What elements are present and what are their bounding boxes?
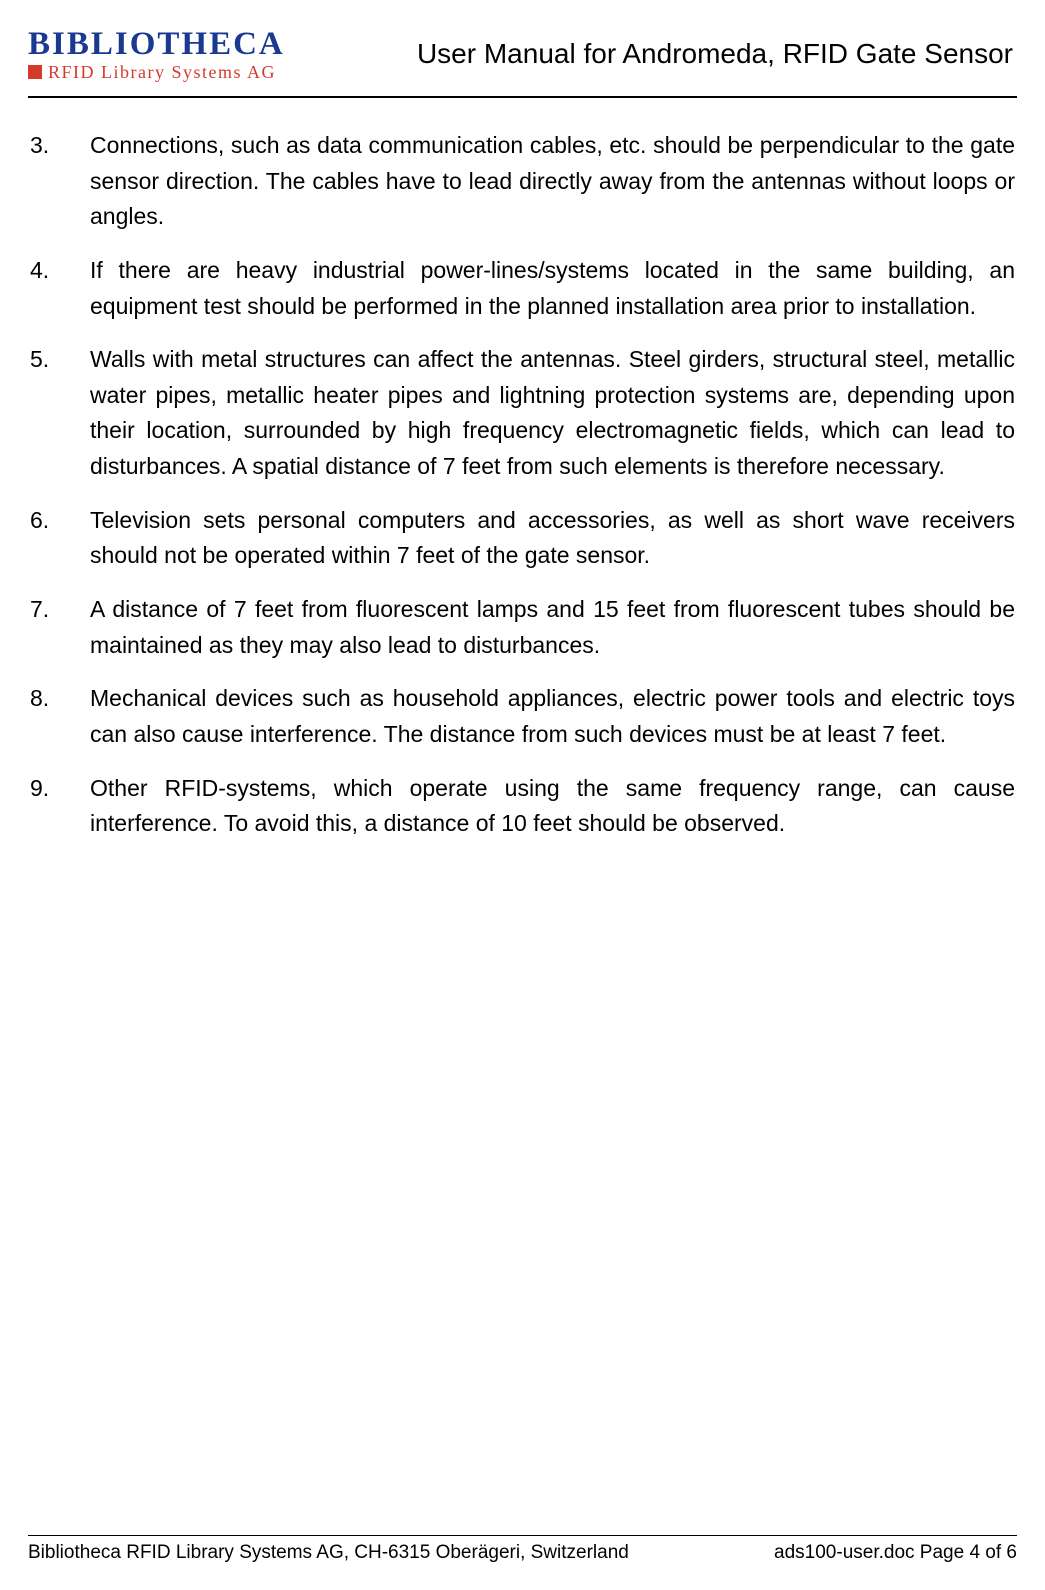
list-text: If there are heavy industrial power-line… [90, 253, 1015, 324]
list-item: 5. Walls with metal structures can affec… [30, 342, 1015, 485]
list-number: 5. [30, 342, 90, 485]
logo-square-icon [28, 65, 42, 79]
list-text: Television sets personal computers and a… [90, 503, 1015, 574]
list-number: 8. [30, 681, 90, 752]
logo-wordmark: BIBLIOTHECA [28, 28, 285, 61]
list-item: 8. Mechanical devices such as household … [30, 681, 1015, 752]
page-footer: Bibliotheca RFID Library Systems AG, CH-… [28, 1535, 1017, 1564]
list-number: 4. [30, 253, 90, 324]
list-item: 6. Television sets personal computers an… [30, 503, 1015, 574]
list-item: 7. A distance of 7 feet from fluorescent… [30, 592, 1015, 663]
body-content: 3. Connections, such as data communicati… [28, 98, 1017, 842]
list-number: 7. [30, 592, 90, 663]
list-number: 6. [30, 503, 90, 574]
list-item: 3. Connections, such as data communicati… [30, 128, 1015, 235]
footer-left: Bibliotheca RFID Library Systems AG, CH-… [28, 1542, 629, 1564]
document-title: User Manual for Andromeda, RFID Gate Sen… [417, 38, 1017, 70]
list-number: 9. [30, 771, 90, 842]
list-text: Connections, such as data communication … [90, 128, 1015, 235]
page-header: BIBLIOTHECA RFID Library Systems AG User… [28, 18, 1017, 90]
list-text: A distance of 7 feet from fluorescent la… [90, 592, 1015, 663]
list-number: 3. [30, 128, 90, 235]
list-text: Mechanical devices such as household app… [90, 681, 1015, 752]
list-item: 9. Other RFID-systems, which operate usi… [30, 771, 1015, 842]
list-text: Walls with metal structures can affect t… [90, 342, 1015, 485]
logo-subline: RFID Library Systems AG [28, 63, 285, 81]
list-text: Other RFID-systems, which operate using … [90, 771, 1015, 842]
logo-subtext: RFID Library Systems AG [48, 63, 276, 81]
logo: BIBLIOTHECA RFID Library Systems AG [28, 28, 285, 81]
footer-row: Bibliotheca RFID Library Systems AG, CH-… [28, 1542, 1017, 1564]
list-item: 4. If there are heavy industrial power-l… [30, 253, 1015, 324]
footer-divider [28, 1535, 1017, 1536]
footer-right: ads100-user.doc Page 4 of 6 [774, 1542, 1017, 1564]
